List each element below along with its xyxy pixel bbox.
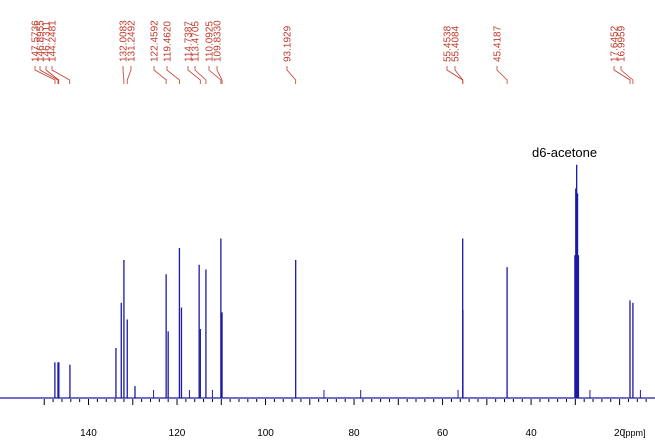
peak-label-connector (122, 66, 125, 84)
peak-label: 113.4705 (191, 21, 202, 62)
spectrum-layer (0, 164, 655, 399)
peak-label-connector (39, 66, 59, 84)
peak-label: 55.4538 (443, 25, 454, 62)
peak-label: 144.2481 (48, 20, 59, 62)
x-tick-label: 20 (614, 428, 626, 439)
peak-label: 114.7387 (184, 21, 195, 62)
x-tick-label: 80 (348, 428, 360, 439)
peak-label-connector (51, 66, 71, 84)
peak-label-connector (620, 66, 634, 84)
peak-label: 147.5736 (31, 20, 42, 62)
peak-label: 122.4592 (150, 20, 161, 62)
peak-label-connector (208, 66, 222, 84)
x-tick-label: 100 (257, 428, 274, 439)
peak-label: 55.4084 (451, 25, 462, 62)
peak-label: 146.7311 (42, 21, 53, 62)
peak-label-connector (496, 66, 508, 84)
peak-label: 110.0925 (205, 21, 216, 62)
peak-label-connector (216, 66, 223, 84)
peak-label: 45.4187 (493, 25, 504, 62)
x-tick-label: 140 (80, 428, 97, 439)
solvent-annotation: d6-acetone (532, 145, 597, 160)
peak-label-connector (613, 66, 631, 84)
peak-label: 119.4620 (163, 21, 174, 62)
peak-label: 131.2492 (127, 20, 138, 62)
peak-label-connector (166, 66, 180, 84)
peak-label: 109.8330 (213, 20, 224, 62)
peak-label-connector (126, 66, 132, 84)
x-axis: 140 120 100 80 60 40 20[ppm] (43, 399, 647, 439)
peak-label-connector (153, 66, 167, 84)
peak-label: 17.6452 (610, 25, 621, 62)
peak-label-connector (45, 66, 60, 84)
peak-label-connector (454, 66, 464, 84)
x-tick-label: 40 (526, 428, 538, 439)
x-axis-unit: [ppm] (623, 428, 646, 438)
peak-label: 132.0083 (119, 20, 130, 62)
peak-label-connector (194, 66, 207, 84)
peak-label-connector (34, 66, 56, 84)
peak-label-connector (286, 66, 297, 84)
solvent-label: d6-acetone (532, 145, 598, 160)
x-tick-label: 120 (169, 428, 186, 439)
peak-label: 16.9959 (617, 25, 628, 62)
peak-label: 93.1929 (283, 25, 294, 62)
peak-label-connector (187, 66, 201, 84)
peak-label: 146.8955 (36, 20, 47, 62)
x-tick-label: 60 (437, 428, 449, 439)
